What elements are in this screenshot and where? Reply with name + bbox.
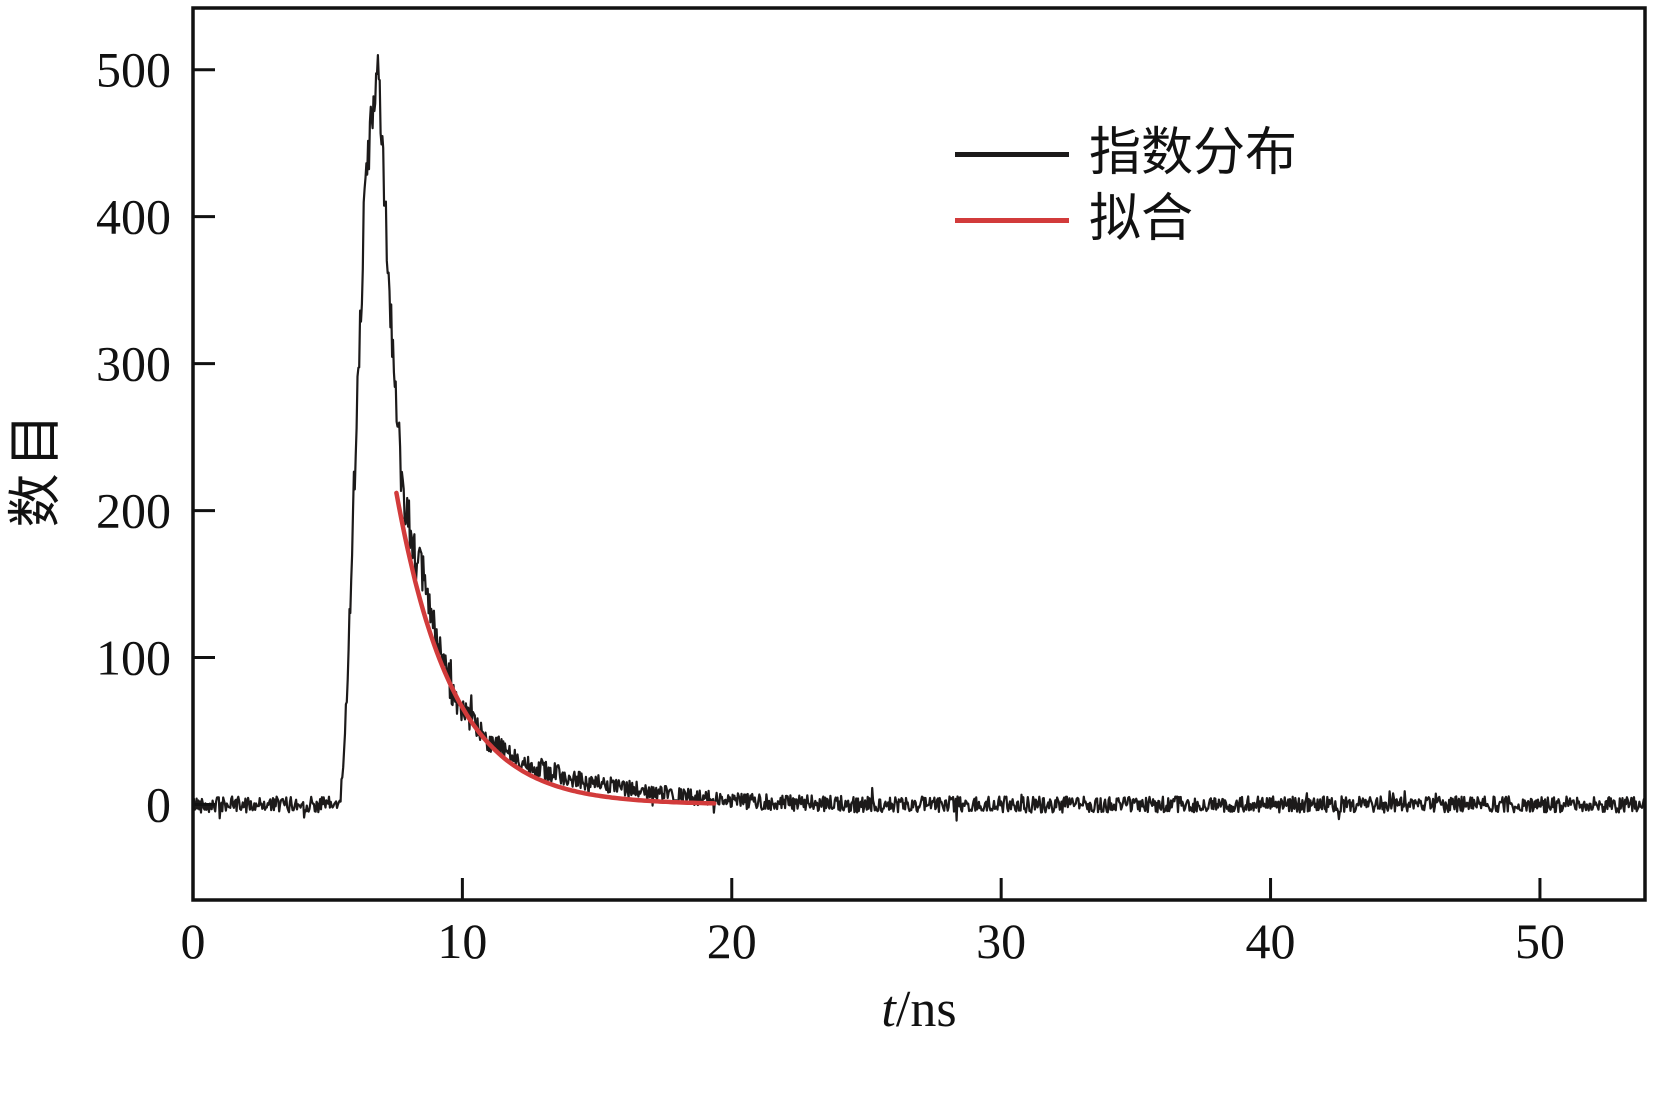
x-tick-label: 40 — [1246, 913, 1296, 969]
y-axis-title: 数目 — [5, 407, 66, 528]
legend-label-signal: 指数分布 — [1089, 125, 1298, 182]
y-tick-label: 0 — [146, 776, 171, 832]
y-tick-label: 400 — [96, 189, 171, 245]
plot-frame — [191, 6, 1647, 902]
x-axis-title: t/ns — [193, 980, 1645, 1039]
y-tick-label: 300 — [96, 336, 171, 392]
legend-line-black — [955, 151, 1069, 157]
series-fit — [394, 490, 717, 806]
y-axis-ticks: 0 100 200 300 400 500 — [96, 42, 215, 832]
legend-item-fit: 拟合 — [955, 194, 1297, 246]
legend-label-fit: 拟合 — [1089, 191, 1194, 248]
x-tick-label: 30 — [976, 913, 1026, 969]
y-tick-label: 100 — [96, 630, 171, 686]
x-axis-ticks: 0 10 20 30 40 50 — [181, 878, 1565, 969]
x-axis-title-variable: t — [881, 981, 896, 1038]
x-tick-label: 0 — [181, 913, 206, 969]
y-tick-label: 500 — [96, 42, 171, 98]
legend-line-red — [955, 217, 1069, 223]
x-tick-label: 20 — [707, 913, 757, 969]
y-tick-label: 200 — [96, 483, 171, 539]
series-signal — [191, 54, 1646, 822]
x-tick-label: 50 — [1515, 913, 1565, 969]
x-axis-title-unit: /ns — [895, 981, 957, 1038]
legend: 指数分布 拟合 — [955, 128, 1297, 246]
x-tick-label: 10 — [437, 913, 487, 969]
legend-item-signal: 指数分布 — [955, 128, 1297, 180]
